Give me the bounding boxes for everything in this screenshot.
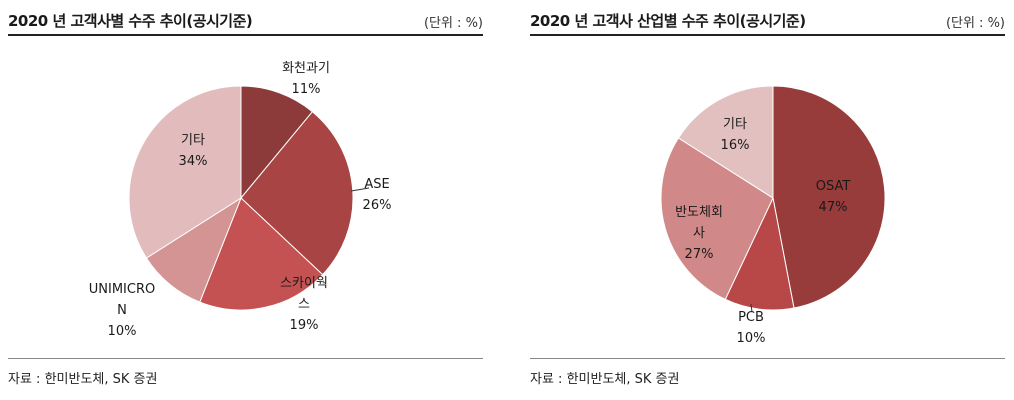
pie-slice — [677, 85, 774, 199]
source-note: 자료 : 한미반도체, SK 증권 — [530, 372, 680, 387]
pie-slice — [199, 197, 324, 311]
unit-label: (단위 : %) — [945, 16, 1005, 31]
slice-category-label: 스카이웍 — [280, 276, 328, 291]
chart-title: 2020 년 고객사별 수주 추이(공시기준) — [8, 12, 253, 30]
slice-value-label: 11% — [292, 82, 321, 97]
slice-value-label: 26% — [363, 198, 392, 213]
slice-category-label: 기타 — [181, 133, 205, 148]
title-rule — [8, 34, 483, 36]
slice-category-label: 사 — [693, 226, 705, 241]
slice-category-label: ASE — [364, 177, 389, 192]
source-rule — [8, 358, 483, 359]
slice-value-label: 19% — [290, 318, 319, 333]
pie-slice — [660, 137, 774, 301]
chart-title: 2020 년 고객사 산업별 수주 추이(공시기준) — [530, 12, 806, 30]
pie-slice — [128, 85, 242, 259]
chart-panel-industry: 2020 년 고객사 산업별 수주 추이(공시기준) (단위 : %) OSAT… — [530, 0, 1005, 400]
slice-value-label: 10% — [108, 324, 137, 339]
slice-category-label: PCB — [738, 310, 764, 325]
slice-value-label: 47% — [819, 200, 848, 215]
pie-slice — [240, 85, 314, 200]
unit-label: (단위 : %) — [423, 16, 483, 31]
slice-value-label: 34% — [179, 154, 208, 169]
slice-category-label: 기타 — [723, 117, 747, 132]
chart-panel-customer: 2020 년 고객사별 수주 추이(공시기준) (단위 : %) 화천과기 11%… — [8, 0, 483, 400]
title-rule — [530, 34, 1005, 36]
slice-category-label: 반도체회 — [675, 205, 723, 220]
slice-value-label: 16% — [721, 138, 750, 153]
slice-category-label: N — [117, 303, 127, 318]
slice-category-label: 스 — [298, 297, 310, 312]
slice-category-label: 화천과기 — [282, 61, 330, 76]
pie-slice — [772, 85, 886, 309]
leader-line — [350, 187, 370, 192]
slice-value-label: 27% — [685, 247, 714, 262]
source-rule — [530, 358, 1005, 359]
slice-category-label: UNIMICRO — [89, 282, 155, 297]
slice-value-label: 10% — [737, 331, 766, 346]
leader-line — [750, 303, 753, 313]
slice-category-label: OSAT — [816, 179, 851, 194]
source-note: 자료 : 한미반도체, SK 증권 — [8, 372, 158, 387]
